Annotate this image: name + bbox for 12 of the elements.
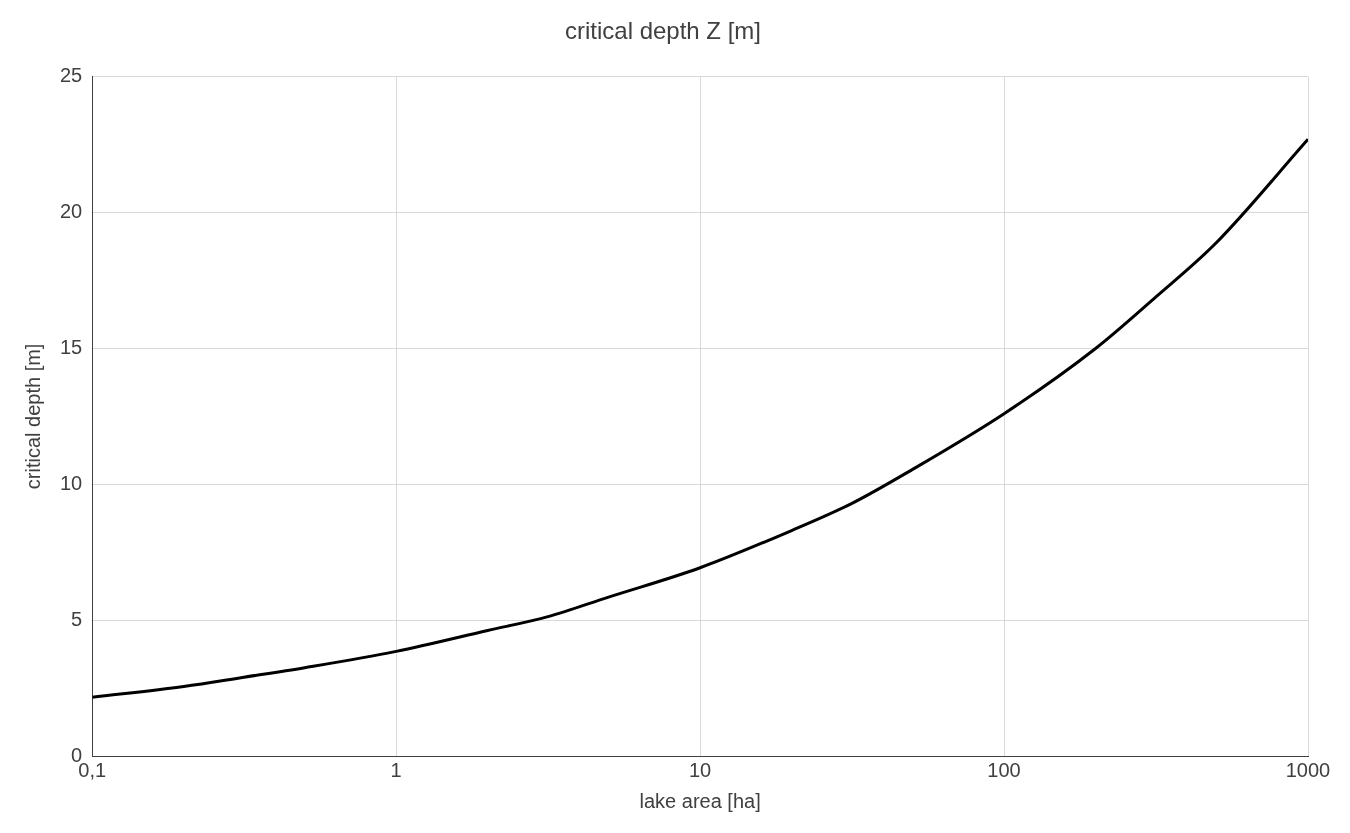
chart-title: critical depth Z [m] (564, 17, 762, 45)
y-axis-title: critical depth [m] (21, 343, 44, 490)
x-tick-label: 10 (689, 758, 712, 781)
y-tick-label: 15 (60, 336, 83, 358)
x-tick-label: 1 (390, 758, 402, 781)
x-tick-label: 1000 (1285, 758, 1331, 781)
y-tick-label: 20 (60, 200, 83, 223)
y-tick-label: 25 (60, 64, 83, 87)
x-axis-title: lake area [ha] (639, 789, 761, 812)
y-tick-label: 5 (71, 607, 83, 630)
y-tick-label: 10 (60, 471, 83, 494)
x-tick-label: 100 (987, 758, 1021, 781)
